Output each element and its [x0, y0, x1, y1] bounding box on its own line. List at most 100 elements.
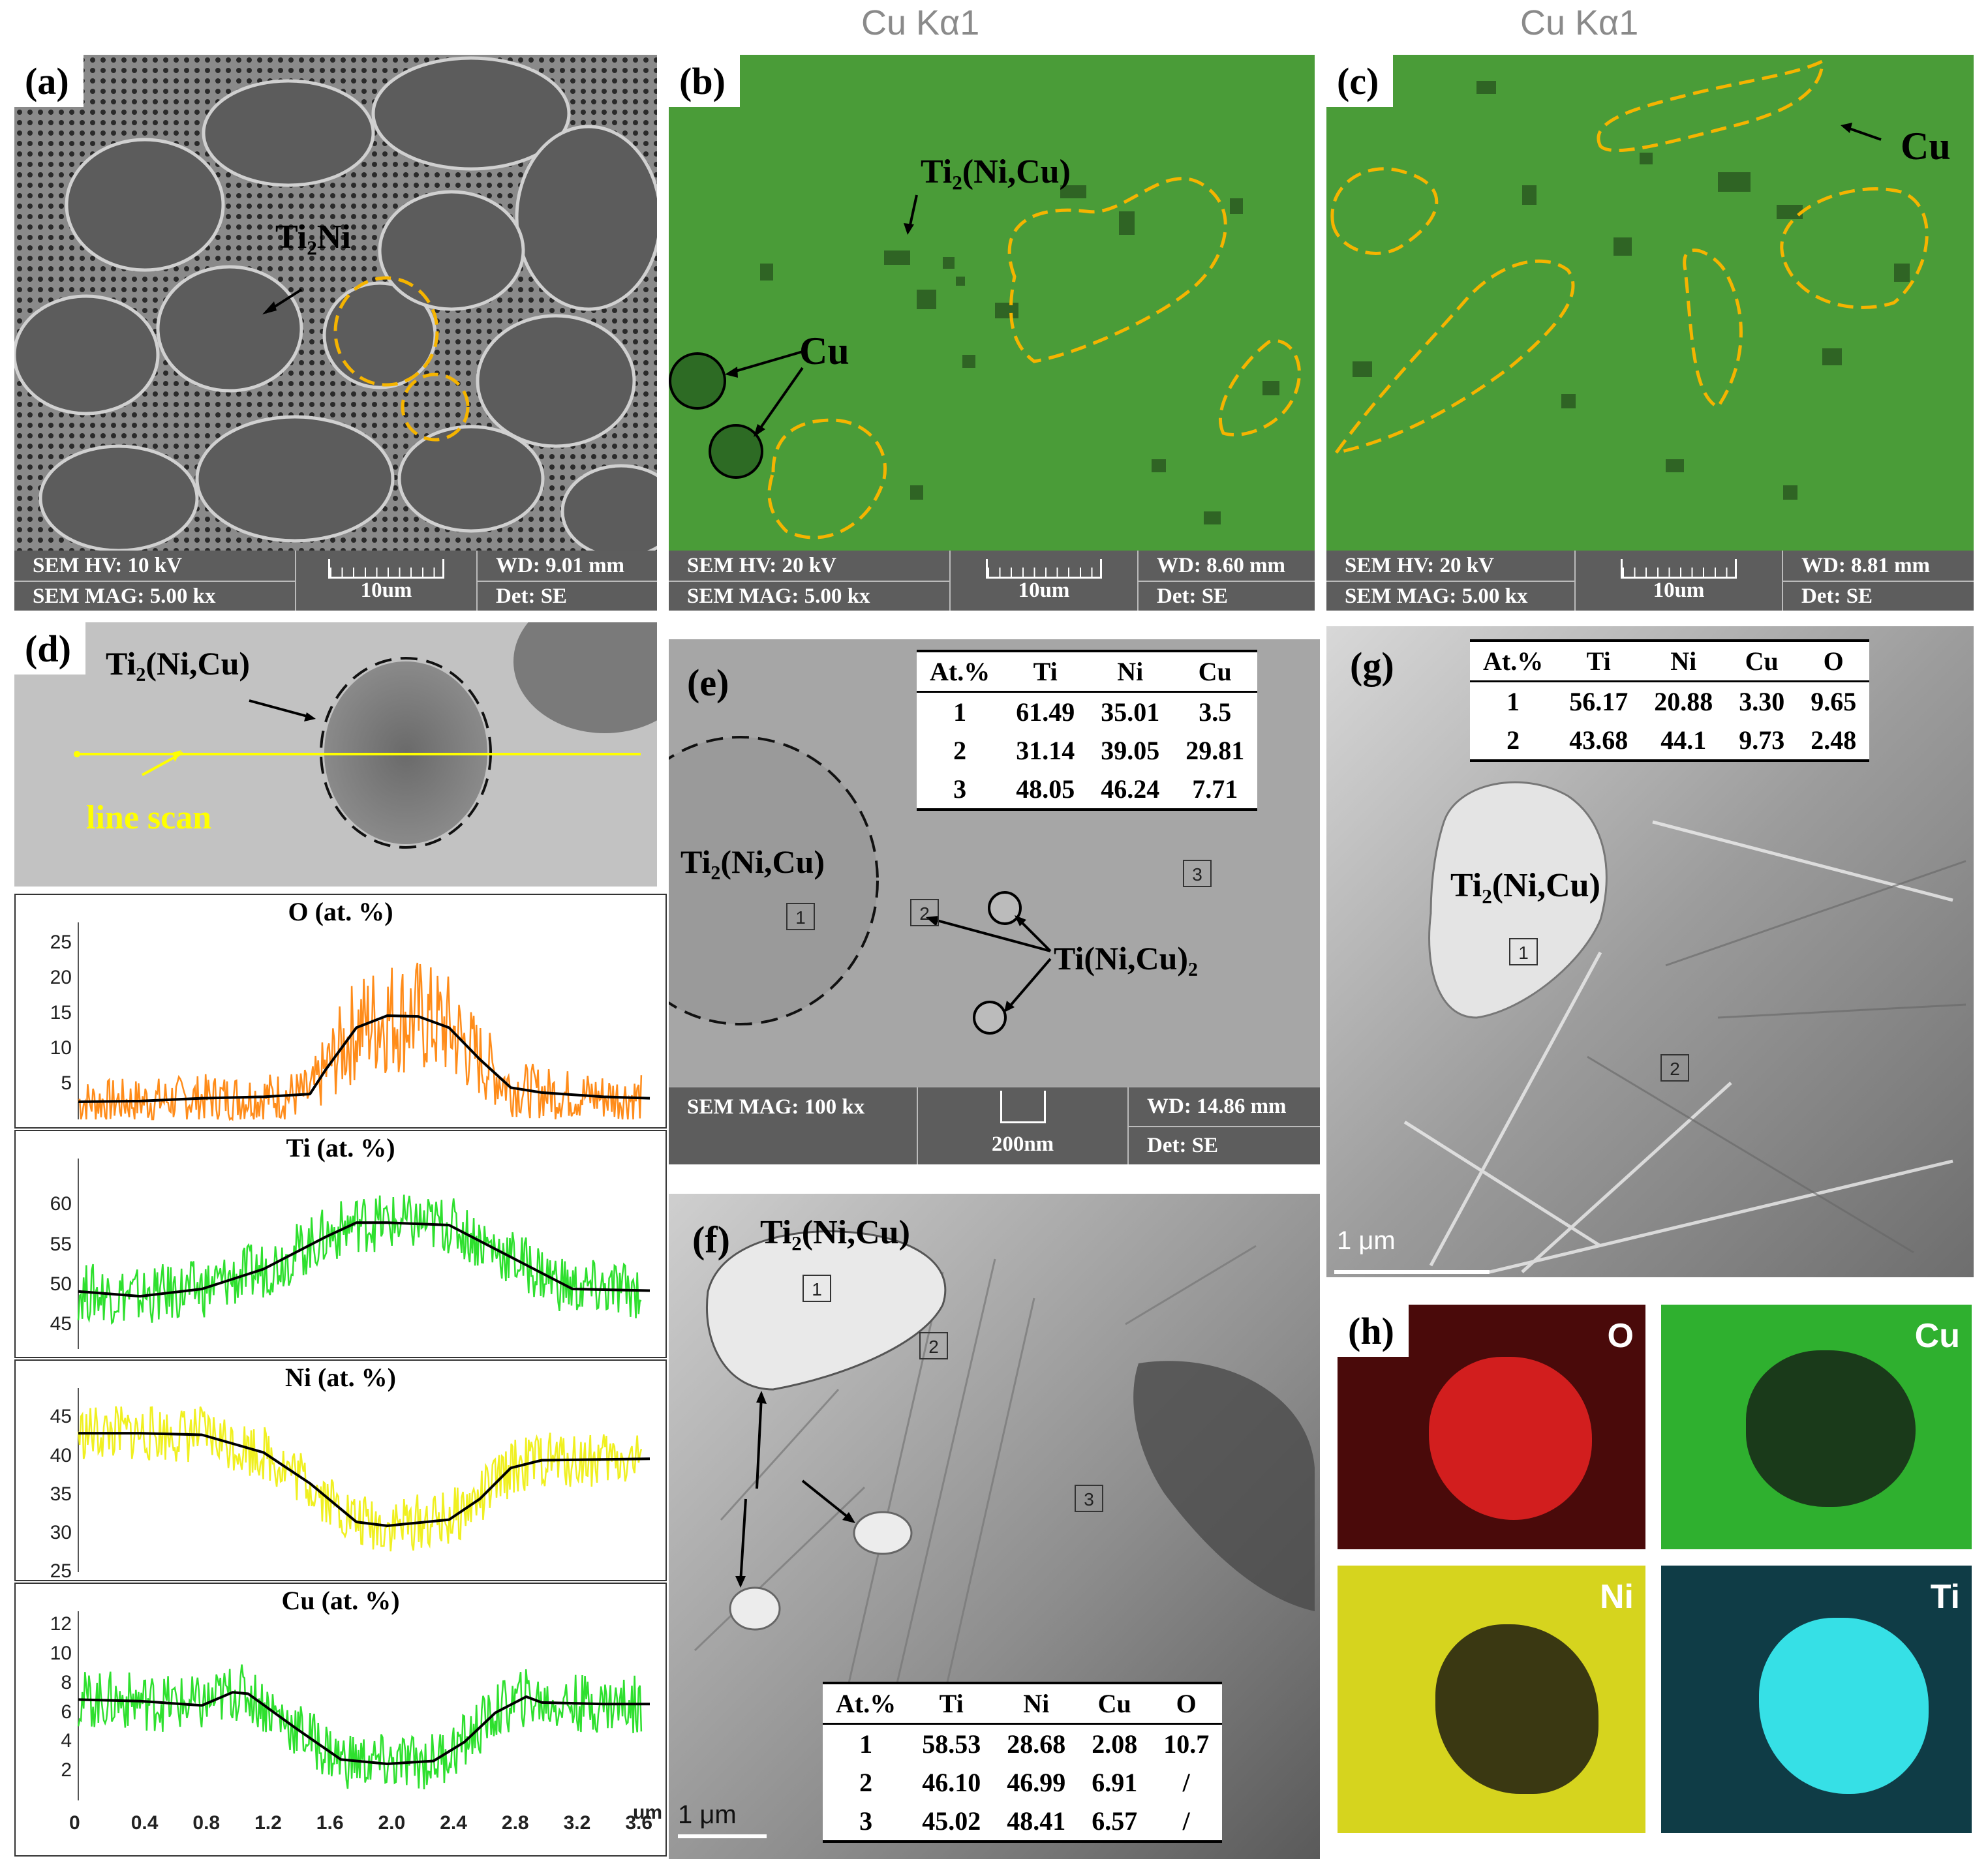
x-tick-label: 3.6	[625, 1812, 653, 1834]
table-row: 3 45.02 48.41 6.57 /	[823, 1802, 1223, 1843]
y-tick-label: 25	[50, 1560, 72, 1582]
scale-bar-label: 10um	[360, 579, 412, 602]
marker-2: 2	[910, 899, 939, 926]
panel-d: (d) Ti₂(Ni,Cu) line scan	[14, 622, 657, 887]
scale-bar-ticks	[986, 559, 1102, 579]
line-scan-label: line scan	[86, 799, 212, 836]
table-cell: Cu	[1726, 639, 1798, 682]
table-cell: 2.48	[1797, 721, 1870, 762]
x-tick-label: 0.8	[192, 1812, 221, 1834]
raw-signal-line	[77, 1194, 642, 1325]
table-cell: 48.41	[994, 1802, 1079, 1843]
table-cell: 9.73	[1726, 721, 1798, 762]
particle	[1429, 1357, 1592, 1520]
table-header: At.% Ti Ni Cu O	[1470, 639, 1870, 682]
scale-bar: 10um	[949, 551, 1139, 611]
line-scan-chart	[77, 922, 650, 1121]
panel-label-e: (e)	[687, 661, 729, 704]
plot-title: Ti (at. %)	[286, 1133, 395, 1162]
scale-bar-label: 10um	[1018, 579, 1070, 602]
y-tick-label: 10	[50, 1037, 72, 1059]
marker-1: 1	[803, 1275, 831, 1302]
table-cell: At.%	[1470, 639, 1557, 682]
table-cell: 46.99	[1007, 1768, 1066, 1797]
eds-map-ti: Ti	[1661, 1566, 1972, 1833]
map-label: Ni	[1600, 1578, 1634, 1616]
scale-bar-ticks	[1000, 1091, 1046, 1123]
table-cell: 3.30	[1739, 687, 1785, 716]
y-tick-label: 4	[61, 1730, 72, 1752]
phase-label-e: Ti₂(Ni,Cu)	[681, 843, 825, 880]
y-tick-label: 45	[50, 1313, 72, 1335]
panel-label-g: (g)	[1350, 644, 1394, 687]
table-cell: 56.17	[1569, 687, 1629, 716]
plot-ti: Ti (at. %) 45 50 55 60	[14, 1130, 667, 1358]
table-cell: 44.1	[1641, 721, 1726, 762]
table-cell: 58.53	[922, 1729, 981, 1759]
plot-title: O (at. %)	[288, 897, 393, 926]
table-cell: O	[1797, 639, 1870, 682]
marker-2: 2	[919, 1332, 948, 1359]
y-tick-label: 6	[61, 1701, 72, 1723]
y-tick-label: 55	[50, 1233, 72, 1255]
panel-label-d: (d)	[14, 622, 85, 675]
sem-micrograph-a	[14, 55, 657, 559]
panel-h: O Cu Ni Ti (h)	[1338, 1305, 1972, 1840]
y-tick-label: 12	[50, 1613, 72, 1635]
panel-a: (a) Ti₂Ni SEM HV: 10 kV SEM MAG: 5.00 kx…	[14, 55, 657, 611]
table-cell: 10.7	[1163, 1729, 1210, 1759]
scale-bar-ticks	[328, 559, 444, 579]
table-cell: 43.68	[1556, 721, 1642, 762]
x-tick-label: 2.8	[501, 1812, 529, 1834]
det-readout: Det: SE	[1139, 581, 1315, 611]
x-tick-label: 2.4	[440, 1812, 467, 1834]
table-cell: Ti	[909, 1682, 994, 1725]
table-cell: 20.88	[1654, 687, 1713, 716]
det-readout: Det: SE	[478, 581, 657, 611]
table-cell: 3.5	[1199, 697, 1232, 727]
cu-map-c	[1326, 55, 1974, 551]
x-unit-label: um	[633, 1802, 662, 1823]
mag-readout: SEM MAG: 100 kx	[687, 1095, 865, 1119]
x-tick-label: 1.6	[316, 1812, 344, 1834]
table-cell: 2	[1470, 721, 1557, 762]
y-tick-label: 45	[50, 1406, 72, 1428]
y-tick-label: 60	[50, 1193, 72, 1215]
table-cell: 1	[1506, 687, 1520, 716]
composition-table-f: At.% Ti Ni Cu O 1 58.53 28.68 2.08 10.7 2 46.…	[823, 1682, 1223, 1843]
table-row: 1 56.17 20.88 3.30 9.65	[1470, 682, 1869, 721]
cu-label-c: Cu	[1901, 125, 1951, 168]
panel-label-f: (f)	[692, 1219, 730, 1261]
scale-bar: 10um	[295, 551, 478, 611]
table-cell: 29.81	[1185, 736, 1245, 765]
wd-readout: WD: 8.60 mm	[1157, 553, 1286, 577]
y-tick-label: 8	[61, 1671, 72, 1693]
phase-label-d: Ti₂(Ni,Cu)	[106, 645, 251, 682]
table-cell: 2.08	[1092, 1729, 1138, 1759]
table-cell: Ni	[1641, 639, 1726, 682]
marker-1: 1	[1509, 938, 1538, 965]
table-cell: 2	[953, 736, 967, 765]
table-cell: 3	[917, 770, 1003, 811]
table-cell: 46.24	[1088, 770, 1173, 811]
table-row: 2 31.14 39.05 29.81	[917, 731, 1257, 770]
panel-e: (e) Ti₂(Ni,Cu) Ti(Ni,Cu)₂ 1 2 3 At.% Ti N…	[669, 639, 1320, 1164]
map-label: O	[1607, 1317, 1634, 1355]
scale-bar: 200nm	[917, 1087, 1129, 1164]
cu-map-b	[669, 55, 1315, 551]
plot-cu: Cu (at. %) 2 4 6 8 10 12 0 0.4 0.8 1.2 1.6 2.0 2.4 2.…	[14, 1583, 667, 1857]
raw-signal-line	[77, 1664, 643, 1790]
hv-readout: SEM HV: 20 kV	[687, 553, 836, 577]
x-tick-label: 2.0	[378, 1812, 406, 1834]
table-cell: At.%	[823, 1682, 910, 1725]
trend-line	[78, 1432, 650, 1527]
table-cell: 1	[859, 1729, 873, 1759]
mag-readout: SEM MAG: 5.00 kx	[14, 581, 295, 611]
y-tick-label: 10	[50, 1643, 72, 1664]
phase-label-f: Ti₂(Ni,Cu)	[760, 1214, 910, 1251]
wd-readout: WD: 14.86 mm	[1147, 1095, 1287, 1118]
table-cell: Cu	[1172, 650, 1258, 693]
table-cell: At.%	[917, 650, 1003, 693]
hv-readout: SEM HV: 10 kV	[33, 553, 182, 577]
table-cell: 31.14	[1016, 736, 1075, 765]
